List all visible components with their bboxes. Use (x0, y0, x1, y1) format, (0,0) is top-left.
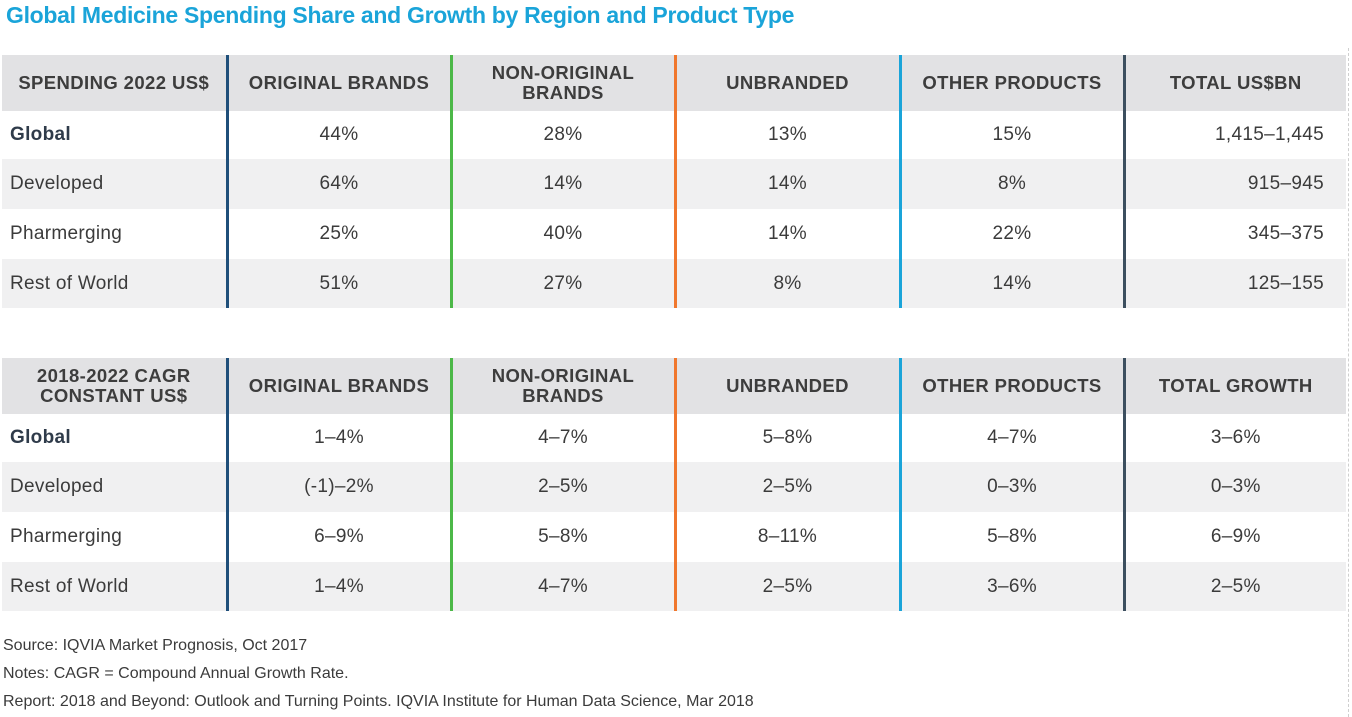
table-row: Pharmerging 6–9% 5–8% 8–11% 5–8% 6–9% (2, 512, 1346, 562)
cell-original-brands: 6–9% (225, 512, 451, 562)
cell-non-original-brands: 5–8% (449, 512, 675, 562)
cell-non-original-brands: 27% (449, 259, 675, 308)
cell-original-brands: 51% (225, 259, 451, 308)
row-label: Pharmerging (2, 209, 227, 259)
cell-non-original-brands: 4–7% (449, 562, 675, 611)
column-header-other-products: OTHER PRODUCTS (898, 55, 1124, 111)
row-label: Pharmerging (2, 512, 227, 562)
cell-non-original-brands: 28% (449, 111, 675, 159)
column-header-region: SPENDING 2022 US$ (2, 55, 227, 111)
cell-total: 6–9% (1122, 512, 1346, 562)
cell-original-brands: 44% (225, 111, 451, 159)
cell-other-products: 15% (898, 111, 1124, 159)
row-label: Global (2, 414, 227, 462)
cell-unbranded: 13% (673, 111, 900, 159)
cell-total: 1,415–1,445 (1122, 111, 1346, 159)
table-row: Global 44% 28% 13% 15% 1,415–1,445 (2, 111, 1346, 159)
table-header-row: 2018-2022 CAGR CONSTANT US$ ORIGINAL BRAN… (2, 358, 1346, 414)
cell-total: 0–3% (1122, 462, 1346, 512)
cell-other-products: 0–3% (898, 462, 1124, 512)
table-row: Rest of World 51% 27% 8% 14% 125–155 (2, 259, 1346, 308)
table-row: Pharmerging 25% 40% 14% 22% 345–375 (2, 209, 1346, 259)
cell-unbranded: 14% (673, 209, 900, 259)
column-header-unbranded: UNBRANDED (673, 358, 900, 414)
cell-other-products: 3–6% (898, 562, 1124, 611)
cell-original-brands: 25% (225, 209, 451, 259)
footer-notes: Source: IQVIA Market Prognosis, Oct 2017… (3, 632, 754, 716)
cell-other-products: 22% (898, 209, 1124, 259)
cell-original-brands: 1–4% (225, 414, 451, 462)
cell-unbranded: 8% (673, 259, 900, 308)
cell-other-products: 8% (898, 159, 1124, 209)
cell-other-products: 5–8% (898, 512, 1124, 562)
table-row: Developed (-1)–2% 2–5% 2–5% 0–3% 0–3% (2, 462, 1346, 512)
cell-total: 3–6% (1122, 414, 1346, 462)
column-header-region: 2018-2022 CAGR CONSTANT US$ (2, 358, 227, 414)
cell-total: 345–375 (1122, 209, 1346, 259)
column-header-other-products: OTHER PRODUCTS (898, 358, 1124, 414)
cell-other-products: 4–7% (898, 414, 1124, 462)
column-header-total: TOTAL US$BN (1122, 55, 1346, 111)
cell-other-products: 14% (898, 259, 1124, 308)
cell-unbranded: 5–8% (673, 414, 900, 462)
table-row: Rest of World 1–4% 4–7% 2–5% 3–6% 2–5% (2, 562, 1346, 611)
cell-original-brands: 1–4% (225, 562, 451, 611)
row-label: Developed (2, 462, 227, 512)
source-note: Source: IQVIA Market Prognosis, Oct 2017 (3, 637, 308, 654)
chart-title: Global Medicine Spending Share and Growt… (6, 2, 795, 28)
spending-2022-table: SPENDING 2022 US$ ORIGINAL BRANDS NON-ORIG… (2, 55, 1346, 308)
row-label: Global (2, 111, 227, 159)
row-label: Developed (2, 159, 227, 209)
cell-non-original-brands: 40% (449, 209, 675, 259)
table-row: Global 1–4% 4–7% 5–8% 4–7% 3–6% (2, 414, 1346, 462)
cell-non-original-brands: 4–7% (449, 414, 675, 462)
table-header-row: SPENDING 2022 US$ ORIGINAL BRANDS NON-ORIG… (2, 55, 1346, 111)
cell-unbranded: 14% (673, 159, 900, 209)
row-label: Rest of World (2, 562, 227, 611)
cell-unbranded: 8–11% (673, 512, 900, 562)
report-note: Report: 2018 and Beyond: Outlook and Tur… (3, 693, 754, 710)
column-header-non-original-brands: NON-ORIGINAL BRANDS (449, 55, 675, 111)
cell-non-original-brands: 2–5% (449, 462, 675, 512)
column-header-original-brands: ORIGINAL BRANDS (225, 55, 451, 111)
cell-non-original-brands: 14% (449, 159, 675, 209)
cell-unbranded: 2–5% (673, 462, 900, 512)
cagr-2018-2022-table: 2018-2022 CAGR CONSTANT US$ ORIGINAL BRAN… (2, 358, 1346, 611)
column-header-total: TOTAL GROWTH (1122, 358, 1346, 414)
cell-total: 915–945 (1122, 159, 1346, 209)
cell-original-brands: (-1)–2% (225, 462, 451, 512)
column-header-non-original-brands: NON-ORIGINAL BRANDS (449, 358, 675, 414)
cell-unbranded: 2–5% (673, 562, 900, 611)
column-header-unbranded: UNBRANDED (673, 55, 900, 111)
cell-total: 125–155 (1122, 259, 1346, 308)
row-label: Rest of World (2, 259, 227, 308)
table-row: Developed 64% 14% 14% 8% 915–945 (2, 159, 1346, 209)
cell-original-brands: 64% (225, 159, 451, 209)
column-header-original-brands: ORIGINAL BRANDS (225, 358, 451, 414)
notes-note: Notes: CAGR = Compound Annual Growth Rat… (3, 665, 349, 682)
cell-total: 2–5% (1122, 562, 1346, 611)
page-edge-divider (1348, 48, 1349, 717)
